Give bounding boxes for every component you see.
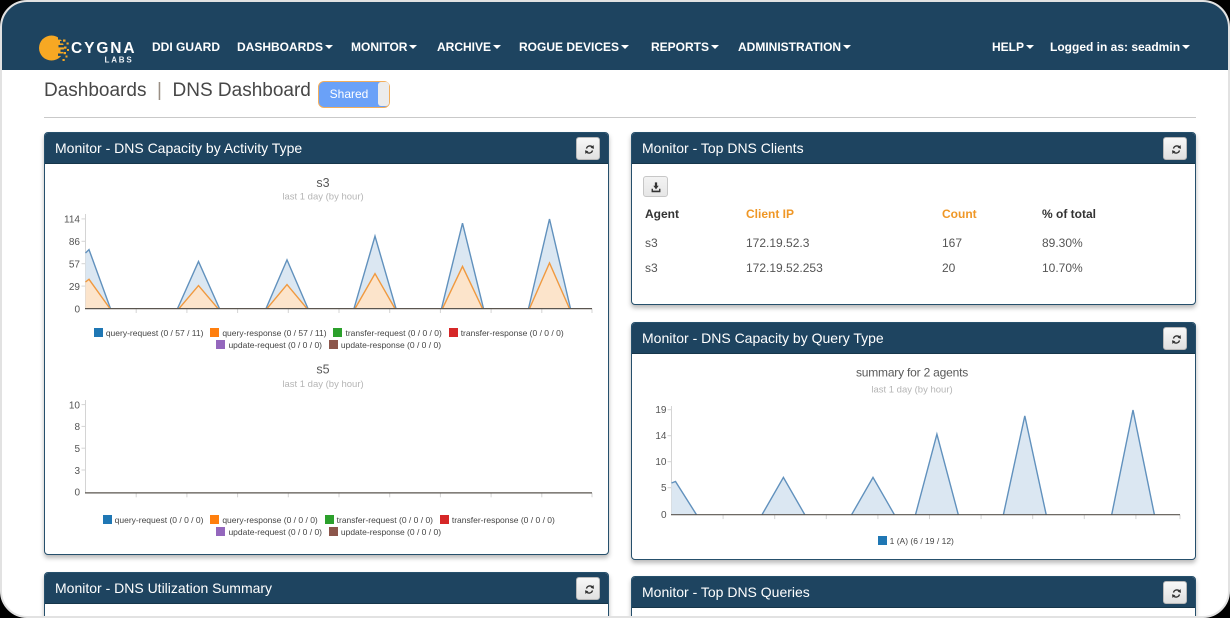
svg-text:summary for 2 agents: summary for 2 agents bbox=[856, 366, 968, 380]
svg-text:114: 114 bbox=[64, 215, 80, 226]
svg-text:0: 0 bbox=[74, 304, 80, 315]
svg-text:5: 5 bbox=[74, 444, 80, 455]
svg-text:57: 57 bbox=[69, 260, 81, 271]
svg-text:last 1 day (by hour): last 1 day (by hour) bbox=[871, 384, 952, 395]
svg-text:last 1 day (by hour): last 1 day (by hour) bbox=[282, 379, 363, 390]
svg-text:CYGNA: CYGNA bbox=[71, 40, 136, 57]
svg-text:last 1 day (by hour): last 1 day (by hour) bbox=[282, 192, 363, 203]
svg-text:3: 3 bbox=[74, 466, 80, 477]
svg-text:86: 86 bbox=[69, 237, 81, 248]
svg-text:8: 8 bbox=[74, 422, 80, 433]
svg-text:0: 0 bbox=[661, 510, 667, 521]
svg-text:5: 5 bbox=[661, 483, 667, 494]
svg-text:s3: s3 bbox=[316, 176, 329, 190]
svg-text:29: 29 bbox=[69, 282, 81, 293]
svg-text:10: 10 bbox=[655, 457, 667, 468]
svg-text:0: 0 bbox=[74, 488, 80, 499]
svg-text:14: 14 bbox=[655, 431, 667, 442]
svg-text:19: 19 bbox=[655, 405, 667, 416]
svg-text:10: 10 bbox=[69, 400, 81, 411]
svg-text:LABS: LABS bbox=[105, 56, 134, 65]
svg-text:s5: s5 bbox=[316, 363, 329, 377]
